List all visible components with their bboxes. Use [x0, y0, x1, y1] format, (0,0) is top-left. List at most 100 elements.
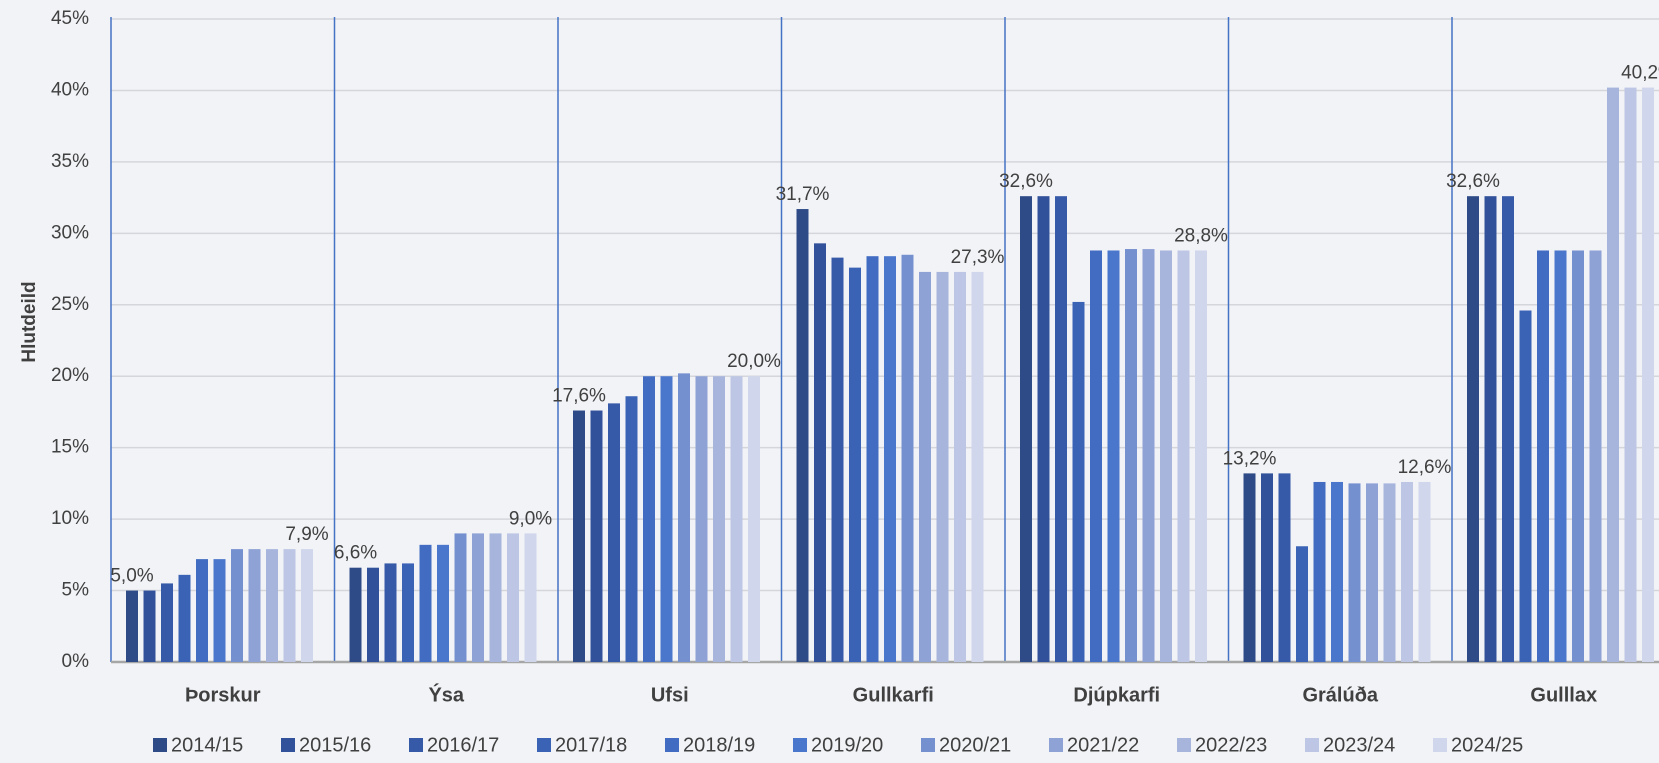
bar	[1607, 87, 1619, 662]
bar	[901, 254, 914, 662]
bar	[1383, 483, 1396, 662]
x-tick-label: Gullkarfi	[853, 684, 934, 706]
bar	[1142, 249, 1155, 662]
bar	[1177, 250, 1190, 663]
bar	[266, 549, 278, 662]
bar	[1537, 250, 1549, 663]
bar	[1090, 250, 1102, 663]
bar	[367, 567, 379, 662]
bar	[1072, 301, 1085, 662]
bar	[419, 544, 432, 662]
bar	[196, 559, 208, 662]
bar	[748, 376, 760, 662]
y-tick-label: 45%	[51, 8, 89, 29]
data-label: 7,9%	[285, 524, 328, 545]
legend-swatch	[921, 738, 935, 752]
bar	[831, 257, 844, 662]
bar	[590, 410, 603, 662]
y-axis-label: Hlutdeild	[19, 281, 40, 362]
bar	[1624, 87, 1637, 662]
bar	[1055, 196, 1067, 662]
legend-label: 2016/17	[427, 734, 499, 756]
bar	[796, 209, 809, 662]
bar	[384, 563, 397, 662]
bar	[507, 533, 519, 662]
legend-label: 2023/24	[1323, 734, 1395, 756]
bar	[573, 410, 585, 662]
bar	[437, 544, 449, 662]
x-tick-label: Grálúða	[1302, 684, 1378, 706]
y-tick-label: 5%	[62, 580, 90, 601]
bar	[1589, 250, 1602, 663]
y-tick-label: 30%	[51, 222, 89, 243]
data-label: 17,6%	[552, 386, 606, 407]
data-label: 13,2%	[1223, 448, 1277, 469]
data-label: 20,0%	[727, 351, 781, 372]
bar	[884, 256, 896, 662]
legend-swatch	[1177, 738, 1191, 752]
bar	[524, 533, 537, 662]
y-tick-label: 20%	[51, 365, 89, 386]
legend-swatch	[537, 738, 551, 752]
data-label: 9,0%	[509, 508, 552, 529]
bar	[349, 567, 362, 662]
x-tick-label: Ýsa	[428, 682, 464, 706]
bar	[283, 549, 296, 662]
bar	[625, 396, 638, 662]
data-label: 40,2%	[1621, 63, 1659, 84]
bar	[971, 271, 984, 662]
bar	[730, 376, 743, 662]
bar	[1401, 481, 1413, 662]
bar	[1484, 196, 1497, 662]
bar	[919, 271, 931, 662]
data-label: 27,3%	[951, 247, 1005, 268]
bar	[1261, 473, 1273, 662]
bar	[1296, 546, 1308, 662]
bar	[472, 533, 484, 662]
legend-label: 2021/22	[1067, 734, 1139, 756]
legend-label: 2019/20	[811, 734, 883, 756]
bar	[1418, 481, 1431, 662]
bar	[814, 243, 826, 662]
legend-label: 2024/25	[1451, 734, 1523, 756]
y-tick-label: 35%	[51, 151, 89, 172]
bar	[660, 376, 673, 662]
x-tick-label: Ufsi	[651, 684, 689, 706]
bar	[248, 549, 261, 662]
data-label: 12,6%	[1398, 457, 1452, 478]
bar	[678, 373, 690, 662]
legend-swatch	[1433, 738, 1447, 752]
y-tick-label: 15%	[51, 437, 89, 458]
bar	[608, 403, 620, 662]
bar	[454, 533, 467, 662]
bar	[1037, 196, 1050, 662]
legend-label: 2020/21	[939, 734, 1011, 756]
bar	[1502, 196, 1514, 662]
bar	[643, 376, 655, 662]
x-tick-label: Þorskur	[185, 684, 261, 706]
y-tick-label: 0%	[62, 651, 90, 672]
bar	[1195, 250, 1207, 663]
legend-swatch	[281, 738, 295, 752]
y-tick-label: 10%	[51, 508, 89, 529]
y-tick-label: 40%	[51, 79, 89, 100]
data-label: 32,6%	[999, 171, 1053, 192]
bar	[1467, 196, 1479, 662]
bar	[126, 590, 138, 662]
bar	[1519, 310, 1532, 662]
bar	[1313, 481, 1326, 662]
legend-label: 2017/18	[555, 734, 627, 756]
bar	[1642, 87, 1654, 662]
bar	[1107, 250, 1120, 663]
legend-label: 2018/19	[683, 734, 755, 756]
bar	[849, 267, 861, 662]
bar	[866, 256, 879, 662]
legend-label: 2014/15	[171, 734, 243, 756]
x-tick-label: Djúpkarfi	[1073, 684, 1160, 706]
bar	[1278, 473, 1291, 662]
bar	[713, 376, 725, 662]
data-label: 5,0%	[110, 566, 153, 587]
bar	[161, 583, 173, 662]
data-label: 32,6%	[1446, 171, 1500, 192]
